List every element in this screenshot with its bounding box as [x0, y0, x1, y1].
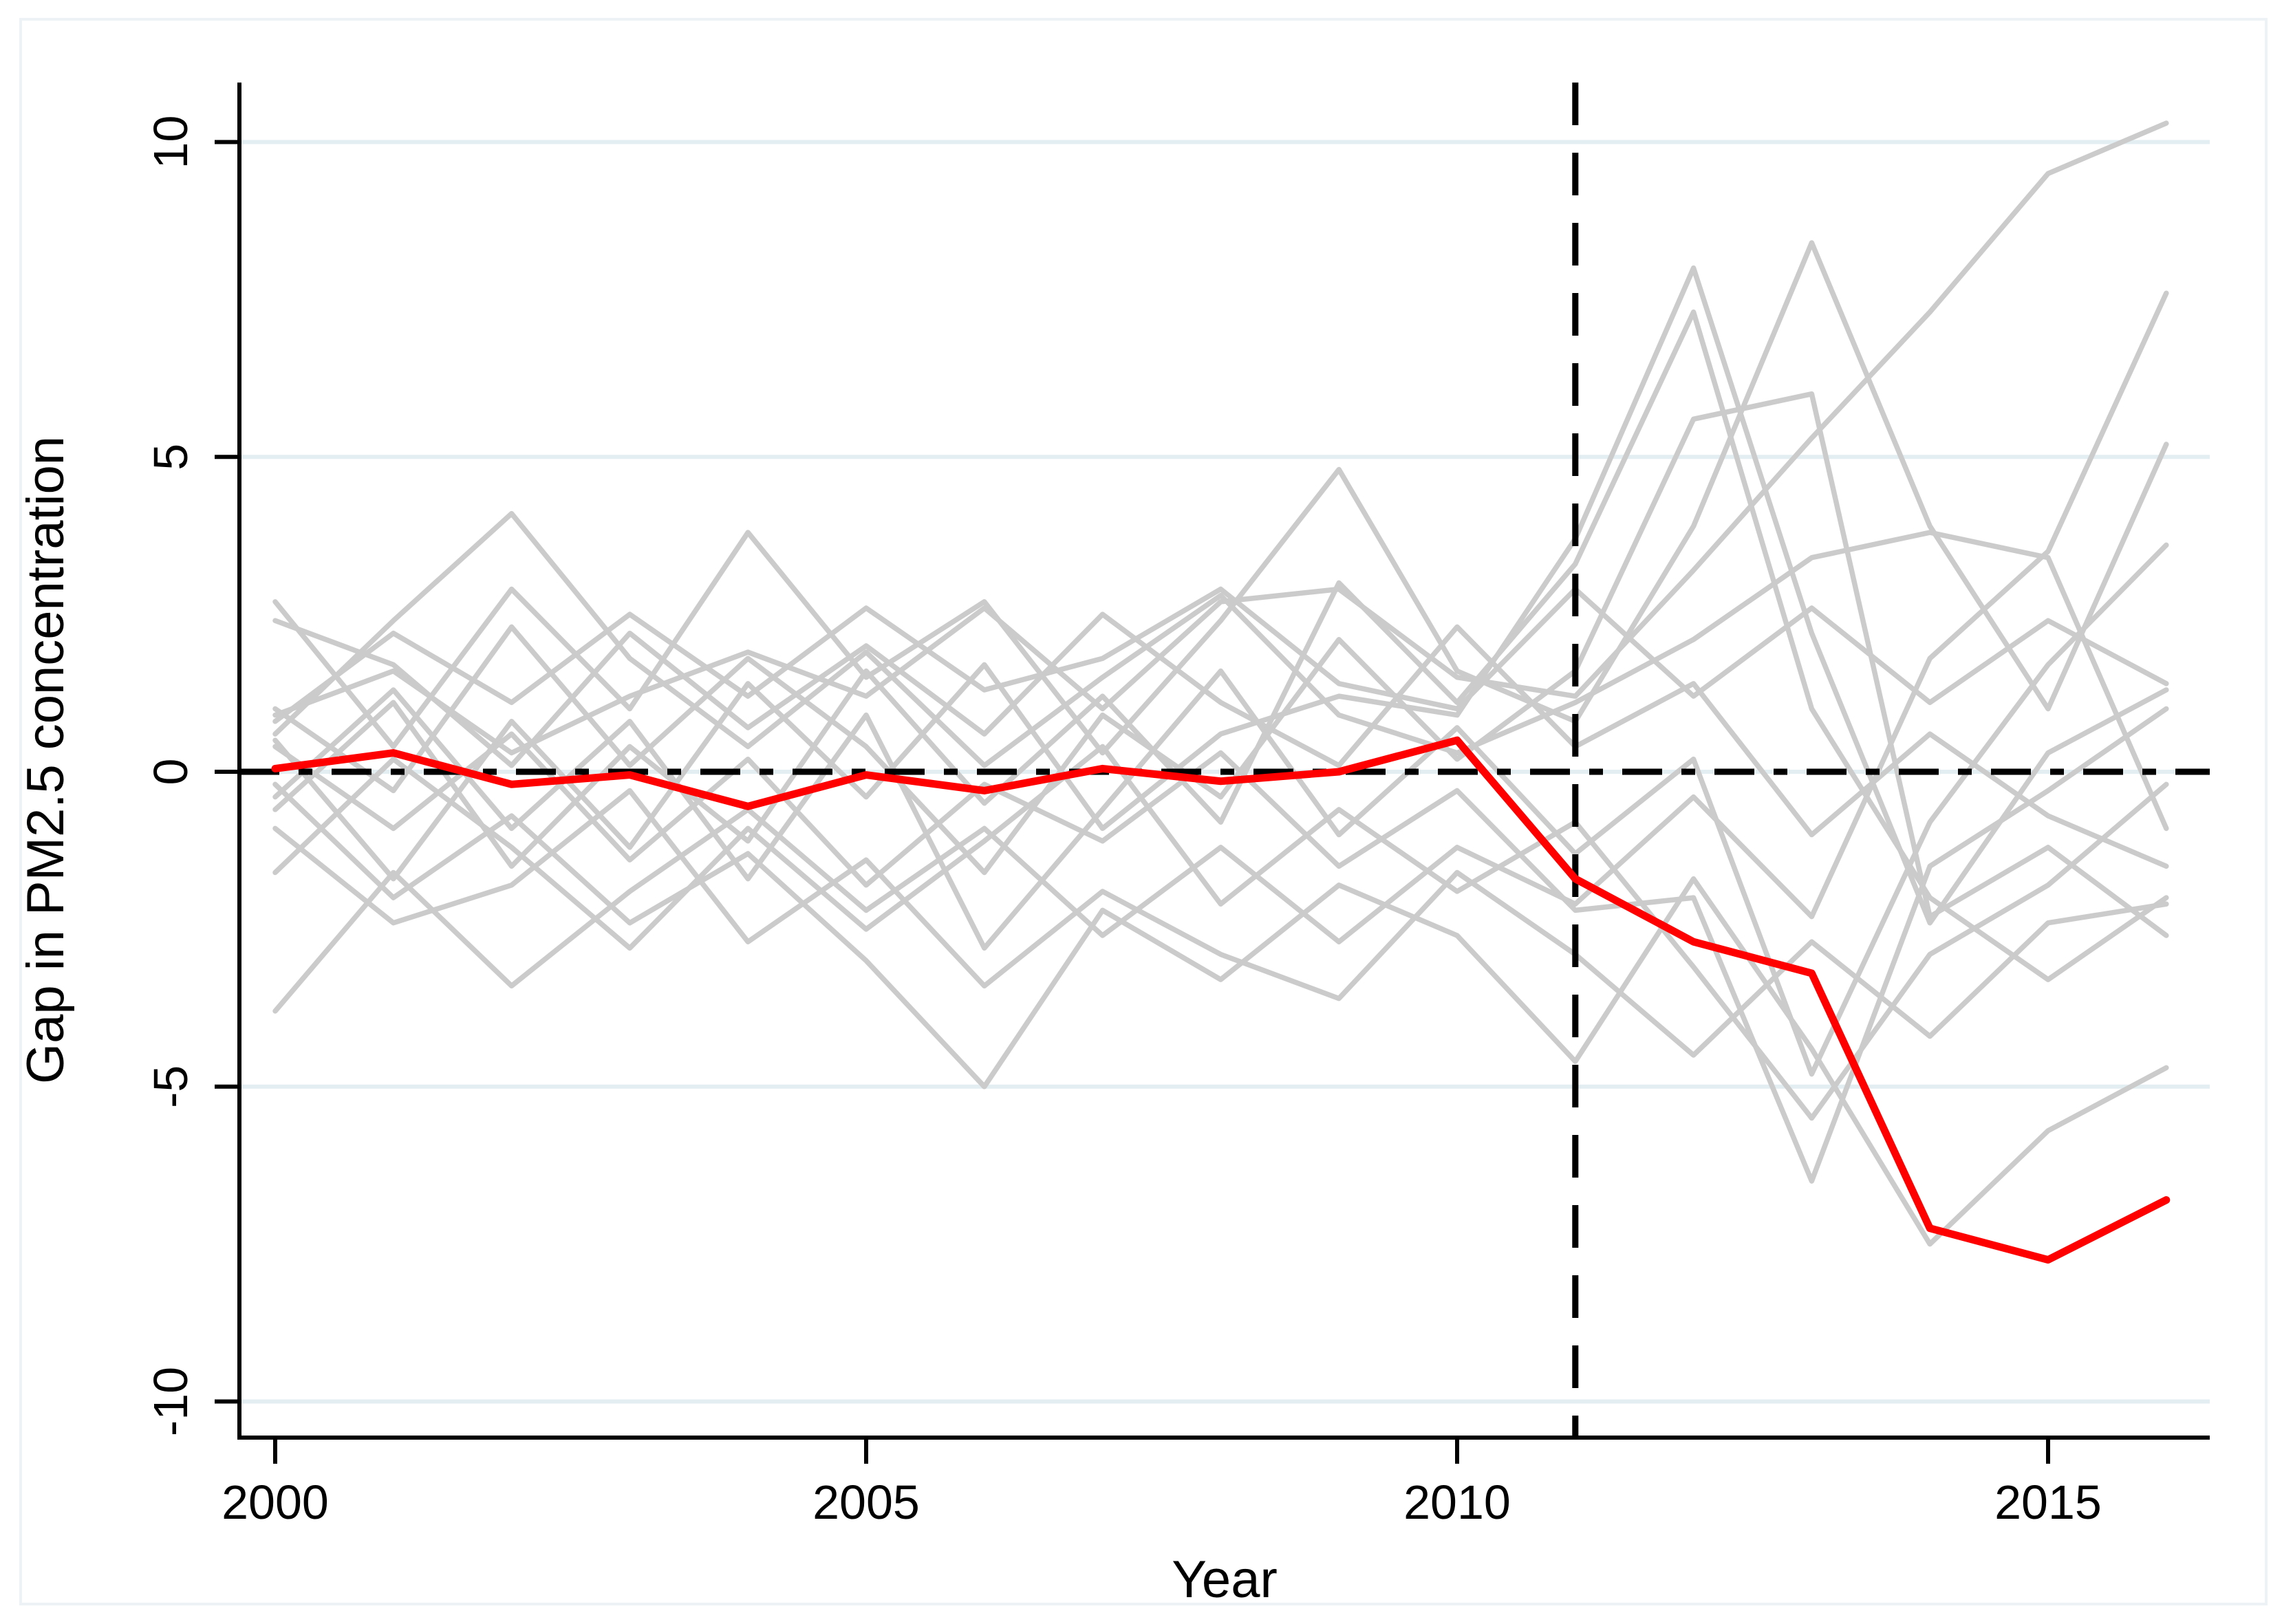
placebo-line-placebo-08: [272, 781, 2169, 1247]
placebo-line-placebo-04: [272, 240, 2169, 756]
x-tick-label-2005: 2005: [812, 1475, 920, 1529]
placebo-line-placebo-13: [272, 586, 2169, 724]
placebo-line-placebo-07: [272, 706, 2169, 1184]
y-tick-label-10: 10: [144, 116, 197, 169]
y-tick-label-5: 5: [144, 444, 197, 470]
x-tick-label-2000: 2000: [222, 1475, 329, 1529]
reference-lines-layer: [239, 83, 2210, 1438]
placebo-line-placebo-03: [272, 309, 2169, 982]
y-tick-label-0: 0: [144, 759, 197, 786]
x-tick-label-2010: 2010: [1403, 1475, 1511, 1529]
plot-region-border: [19, 18, 2268, 1605]
plot-region-border-layer: [19, 18, 2268, 1605]
placebo-line-placebo-14: [272, 788, 2169, 1058]
treated-line: [271, 736, 2171, 1264]
placebo-lines-layer: [272, 120, 2169, 1247]
treated-line-layer: [271, 736, 2171, 1264]
placebo-line-placebo-09: [272, 391, 2169, 938]
tick-labels-layer: -10 -5 0 5 10 2000 2005 2010 2015: [144, 116, 2102, 1529]
x-axis-title: Year: [1172, 1550, 1278, 1609]
y-tick-label--5: -5: [144, 1065, 197, 1108]
y-axis-title: Gap in PM2.5 concentration: [17, 436, 75, 1084]
placebo-line-placebo-05: [272, 290, 2169, 1014]
placebo-line-placebo-01: [272, 120, 2169, 756]
y-tick-label--10: -10: [144, 1367, 197, 1436]
x-tick-label-2015: 2015: [1994, 1475, 2102, 1529]
placebo-line-placebo-06: [272, 510, 2169, 832]
placebo-line-placebo-02: [272, 265, 2169, 926]
axes-layer: [215, 83, 2210, 1464]
placebo-line-placebo-12: [272, 542, 2169, 1077]
placebo-line-placebo-11: [272, 611, 2169, 869]
